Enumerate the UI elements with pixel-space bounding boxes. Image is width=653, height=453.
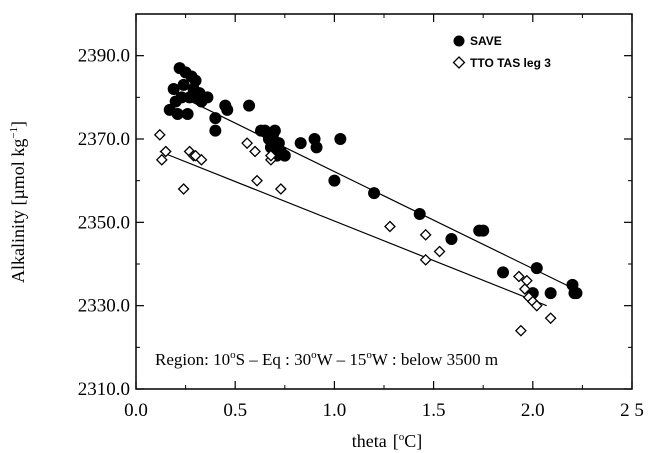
legend-label-tto: TTO TAS leg 3: [470, 56, 551, 70]
x-axis-ticks: 0.0 0.5 1.0 1.5 2.0 2 5: [124, 14, 644, 421]
save-point: [201, 91, 214, 104]
region-annotation: Region: 10oS – Eq : 30oW – 15oW : below …: [155, 349, 498, 369]
save-point: [368, 187, 381, 200]
tto-point: [544, 312, 557, 325]
legend-label-save: SAVE: [470, 34, 502, 48]
data-marks: [153, 62, 583, 337]
y-axis-title: Alkalinity [µmol kg−1]: [8, 121, 28, 283]
tto-point: [249, 145, 261, 158]
tto-point: [384, 220, 396, 233]
x-tick-label: 2.0: [521, 400, 545, 421]
tto-point: [264, 149, 277, 162]
tto-point: [195, 153, 208, 166]
save-point: [268, 124, 281, 137]
save-point: [181, 108, 194, 120]
save-point: [544, 287, 557, 300]
y-tick-label: 2390.0: [78, 46, 130, 67]
tto-point: [520, 274, 533, 287]
y-tick-label: 2350.0: [78, 212, 130, 233]
tto-point: [241, 137, 254, 150]
save-point: [530, 262, 543, 275]
tto-point: [177, 183, 190, 195]
tto-point: [274, 183, 287, 195]
x-axis-title: theta [oC]: [352, 431, 422, 451]
save-point: [221, 103, 234, 116]
save-point: [209, 124, 222, 137]
legend-marker-save: [453, 35, 465, 47]
x-tick-label: 1.5: [422, 400, 446, 421]
tto-point: [153, 128, 166, 141]
legend: SAVE TTO TAS leg 3: [452, 34, 551, 70]
y-axis-ticks: 2310.0 2330.0 2350.0 2370.0 2390.0: [78, 46, 632, 400]
y-tick-label: 2310.0: [78, 379, 130, 400]
tto-point: [433, 245, 446, 258]
save-point: [243, 99, 256, 112]
tto-point: [419, 253, 432, 266]
save-point: [328, 174, 341, 187]
save-point: [477, 224, 490, 237]
plot-frame: [135, 13, 633, 390]
x-tick-label: 0.5: [223, 400, 247, 421]
save-point: [209, 112, 222, 125]
y-tick-label: 2370.0: [78, 129, 130, 150]
save-point: [413, 208, 426, 220]
tto-point: [159, 145, 172, 158]
tto-point: [155, 153, 168, 166]
fit-lines: [159, 90, 575, 307]
tto-point: [189, 149, 202, 162]
tto-point: [514, 324, 527, 337]
tto-point: [518, 283, 531, 295]
tto-point: [512, 270, 525, 283]
y-tick-label: 2330.0: [78, 296, 130, 317]
save-point: [167, 83, 180, 95]
x-tick-label: 0.0: [124, 400, 148, 421]
fit-line: [159, 150, 547, 307]
save-point: [570, 287, 583, 300]
save-point: [177, 78, 190, 91]
tto-point: [251, 174, 263, 187]
save-point: [278, 149, 291, 162]
save-point: [310, 141, 323, 154]
x-tick-label: 1.0: [323, 400, 347, 421]
tto-point: [530, 299, 543, 312]
legend-marker-tto: [452, 56, 466, 69]
save-point: [497, 266, 510, 279]
tto-point: [419, 228, 432, 241]
save-point: [445, 233, 458, 245]
save-point: [334, 133, 347, 145]
save-point: [189, 74, 202, 87]
x-tick-label: 2 5: [620, 400, 644, 421]
save-point: [171, 108, 184, 120]
save-point: [294, 137, 307, 150]
